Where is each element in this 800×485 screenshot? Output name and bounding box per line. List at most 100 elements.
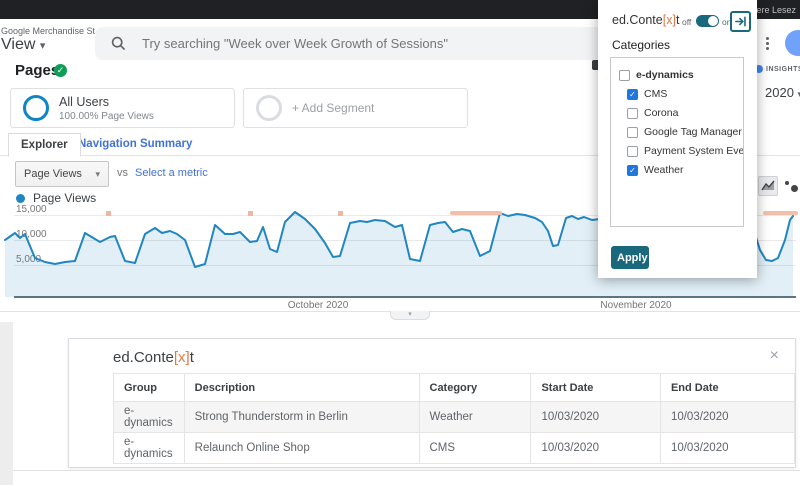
y-tick-label: 5,000: [16, 254, 41, 265]
search-bar[interactable]: [95, 27, 640, 60]
categories-label: Categories: [612, 38, 671, 52]
category-checkbox-item[interactable]: ✓ Weather: [627, 164, 743, 176]
segment-subtitle: 100.00% Page Views: [59, 110, 154, 122]
table-header-cell: End Date: [659, 373, 796, 402]
chevron-down-icon: ▾: [95, 168, 100, 179]
insights-button[interactable]: INSIGHTS: [755, 65, 800, 73]
motion-chart-view-button[interactable]: [781, 176, 800, 196]
tab-bar: [0, 133, 800, 156]
bookmark-bar-text[interactable]: itere Lesez: [751, 4, 796, 15]
legend-dot-icon: [16, 193, 25, 203]
category-label: Payment System Events: [644, 145, 744, 157]
table-header-cell: Start Date: [530, 373, 661, 402]
extension-toggle[interactable]: [696, 15, 719, 27]
event-marker-square[interactable]: [248, 211, 253, 216]
category-label: Weather: [644, 164, 684, 176]
category-label: Google Tag Manager Release: [644, 126, 743, 138]
category-checkbox-item[interactable]: e-dynamics: [619, 69, 743, 81]
chevron-down-icon: ▾: [39, 40, 46, 52]
close-icon[interactable]: ×: [769, 347, 779, 364]
events-table: Group Description Category Start Date End Da…: [113, 373, 796, 464]
table-header-cell: Group: [113, 373, 185, 402]
insights-icon: [755, 65, 763, 73]
category-label: e-dynamics: [636, 69, 694, 81]
table-row: e-dynamics Relaunch Online Shop CMS 10/03/2…: [113, 432, 796, 464]
toggle-on-label: on: [722, 17, 732, 27]
context-events-panel: ed.Conte[x]t × Group Description Category S…: [68, 338, 796, 468]
gridline: [14, 215, 796, 216]
tab-explorer[interactable]: Explorer: [8, 133, 81, 157]
checkbox-icon[interactable]: [627, 145, 638, 157]
extension-popup: ed.Conte[x]t off on Categories e-dynamic…: [598, 0, 757, 278]
event-marker-square[interactable]: [106, 211, 111, 216]
segment-ring-icon: [23, 95, 49, 121]
y-tick-label: 15,000: [16, 204, 47, 215]
tab-navigation-summary[interactable]: Navigation Summary: [78, 138, 193, 150]
checkbox-icon[interactable]: [627, 126, 638, 138]
segment-title: All Users: [59, 94, 110, 109]
toggle-off-label: off: [682, 17, 692, 27]
chevron-down-icon: ▾: [797, 89, 800, 99]
table-cell: Relaunch Online Shop: [183, 432, 420, 464]
table-cell: e-dynamics: [113, 401, 185, 433]
category-checkbox-item[interactable]: Payment System Events: [627, 145, 743, 157]
table-cell: 10/03/2020: [659, 401, 796, 433]
property-name: Google Merchandise St...: [1, 26, 103, 36]
avatar[interactable]: [785, 30, 800, 56]
table-cell: 10/03/2020: [530, 401, 661, 433]
table-header-cell: Category: [418, 373, 532, 402]
metric-dropdown[interactable]: Page Views ▾: [15, 161, 109, 187]
table-cell: CMS: [418, 432, 532, 464]
segment-all-users[interactable]: All Users 100.00% Page Views: [10, 88, 235, 128]
vs-label: vs: [117, 167, 128, 179]
y-tick-label: 10,000: [16, 229, 47, 240]
kebab-menu-icon[interactable]: [766, 37, 770, 50]
table-cell: 10/03/2020: [659, 432, 796, 464]
date-range-selector[interactable]: 2020 ▾: [765, 85, 800, 100]
category-label: Corona: [644, 107, 679, 119]
category-checkbox-item[interactable]: ✓ CMS: [627, 88, 743, 100]
legend-label: Page Views: [33, 191, 97, 205]
table-header-row: Group Description Category Start Date End Da…: [113, 373, 796, 402]
checkbox-icon[interactable]: ✓: [627, 88, 638, 100]
left-gutter: [0, 322, 13, 485]
checkbox-icon[interactable]: [619, 69, 630, 81]
line-chart-icon: [761, 180, 775, 191]
select-metric-link[interactable]: Select a metric: [135, 167, 208, 179]
table-cell: 10/03/2020: [530, 432, 661, 464]
table-cell: e-dynamics: [113, 432, 185, 464]
chart-x-axis-line: [14, 296, 796, 298]
table-row: e-dynamics Strong Thunderstorm in Berlin W…: [113, 401, 796, 433]
dot-icon: [784, 181, 789, 185]
category-checkbox-item[interactable]: Corona: [627, 107, 743, 119]
table-body: e-dynamics Strong Thunderstorm in Berlin W…: [113, 401, 796, 464]
dot-icon: [790, 184, 798, 192]
page-title: Pages: [15, 62, 60, 79]
event-marker-bar[interactable]: [763, 211, 798, 215]
bottom-divider: [13, 470, 800, 471]
category-checkbox-item[interactable]: Google Tag Manager Release: [627, 126, 743, 138]
segment-ring-icon: [256, 95, 282, 121]
toggle-knob: [708, 16, 718, 26]
line-chart-view-button[interactable]: [758, 176, 778, 196]
view-selector[interactable]: View ▾: [1, 36, 46, 53]
event-marker-square[interactable]: [338, 211, 343, 216]
table-header-cell: Description: [183, 373, 420, 402]
table-cell: Strong Thunderstorm in Berlin: [183, 401, 420, 433]
category-label: CMS: [644, 88, 668, 100]
add-segment-label: + Add Segment: [292, 101, 375, 115]
add-segment-button[interactable]: + Add Segment: [243, 88, 468, 128]
open-in-tab-button[interactable]: [730, 11, 751, 32]
apply-button[interactable]: Apply: [611, 246, 649, 269]
verified-check-icon: ✓: [54, 64, 67, 77]
categories-listbox: e-dynamics ✓ CMS Corona Google Tag Manager R…: [610, 57, 744, 227]
gridline: [14, 265, 796, 266]
checkbox-icon[interactable]: ✓: [627, 164, 638, 176]
chart-legend: Page Views: [16, 191, 96, 205]
event-marker-bar[interactable]: [450, 211, 502, 215]
search-input[interactable]: [140, 35, 584, 52]
chart-collapse-handle[interactable]: ▾: [390, 311, 430, 320]
checkbox-icon[interactable]: [627, 107, 638, 119]
popup-title: ed.Conte[x]t: [612, 13, 680, 27]
